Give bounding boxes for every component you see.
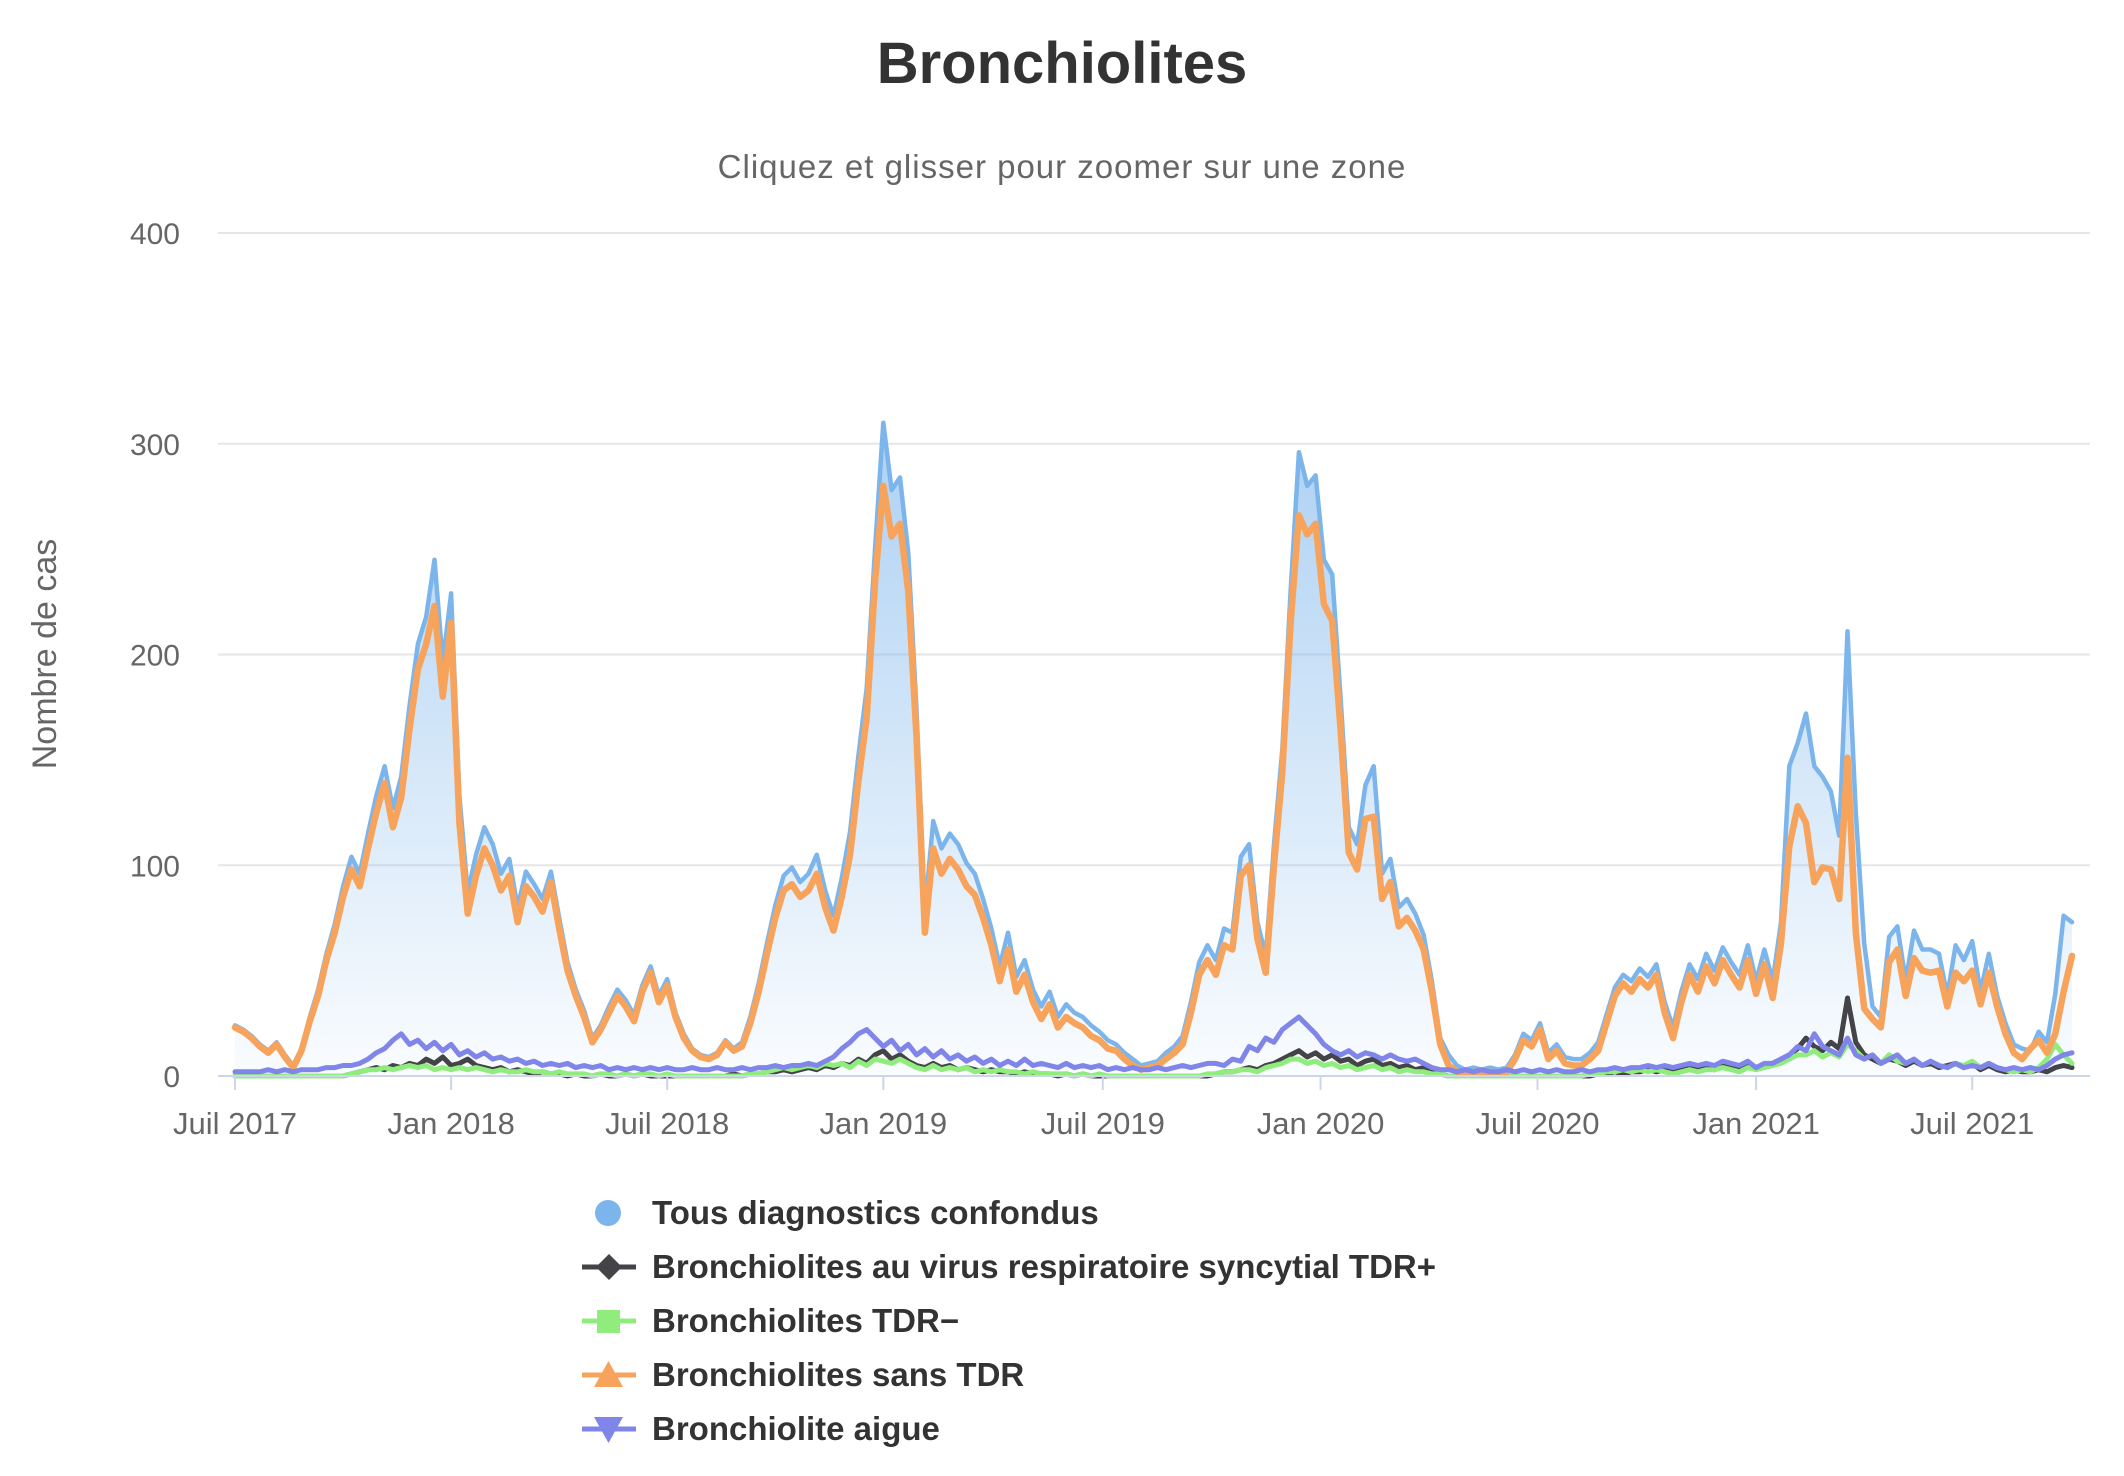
triangle-down-icon bbox=[582, 1417, 636, 1443]
x-axis-label: Juil 2021 bbox=[1910, 1106, 2034, 1141]
x-axis-label: Juil 2019 bbox=[1041, 1106, 1165, 1141]
x-axis-label: Jan 2020 bbox=[1257, 1106, 1385, 1141]
legend-label: Bronchiolites au virus respiratoire sync… bbox=[652, 1248, 1437, 1285]
legend-label: Tous diagnostics confondus bbox=[652, 1194, 1099, 1231]
legend-label: Bronchiolite aigue bbox=[652, 1410, 940, 1447]
y-axis-label: 200 bbox=[130, 640, 180, 673]
legend-item-aigue[interactable]: Bronchiolite aigue bbox=[578, 1402, 1436, 1456]
series-area-tous bbox=[235, 422, 2072, 1076]
chart-subtitle: Cliquez et glisser pour zoomer sur une z… bbox=[717, 148, 1407, 185]
y-axis-label: 400 bbox=[130, 218, 180, 251]
x-axis-label: Jan 2021 bbox=[1692, 1106, 1820, 1141]
chart-title: Bronchiolites bbox=[876, 31, 1248, 96]
square-icon bbox=[582, 1310, 636, 1333]
legend: Tous diagnostics confondus Bronchiolites… bbox=[578, 1186, 1436, 1456]
diamond-icon bbox=[582, 1254, 636, 1280]
series-line-tous[interactable] bbox=[232, 420, 2075, 1072]
triangle-icon bbox=[582, 1361, 636, 1387]
legend-label: Bronchiolites sans TDR bbox=[652, 1356, 1025, 1393]
x-axis-label: Juil 2017 bbox=[173, 1106, 297, 1141]
circle-icon bbox=[595, 1200, 621, 1226]
x-axis-label: Juil 2018 bbox=[605, 1106, 729, 1141]
x-axis-label: Jan 2019 bbox=[820, 1106, 948, 1141]
y-axis-label: 100 bbox=[130, 850, 180, 883]
legend-label: Bronchiolites TDR− bbox=[652, 1302, 960, 1339]
series-line-aigue[interactable] bbox=[232, 1014, 2075, 1075]
x-axis-label: Jan 2018 bbox=[387, 1106, 515, 1141]
x-axis-label: Juil 2020 bbox=[1475, 1106, 1599, 1141]
legend-item-tous-diagnostics[interactable]: Tous diagnostics confondus bbox=[578, 1186, 1436, 1240]
y-axis-label: 300 bbox=[130, 429, 180, 462]
legend-item-sans-tdr[interactable]: Bronchiolites sans TDR bbox=[578, 1348, 1436, 1402]
legend-item-tdr-minus[interactable]: Bronchiolites TDR− bbox=[578, 1294, 1436, 1348]
legend-item-vrs-tdr-plus[interactable]: Bronchiolites au virus respiratoire sync… bbox=[578, 1240, 1436, 1294]
y-axis-label: 0 bbox=[163, 1061, 180, 1094]
